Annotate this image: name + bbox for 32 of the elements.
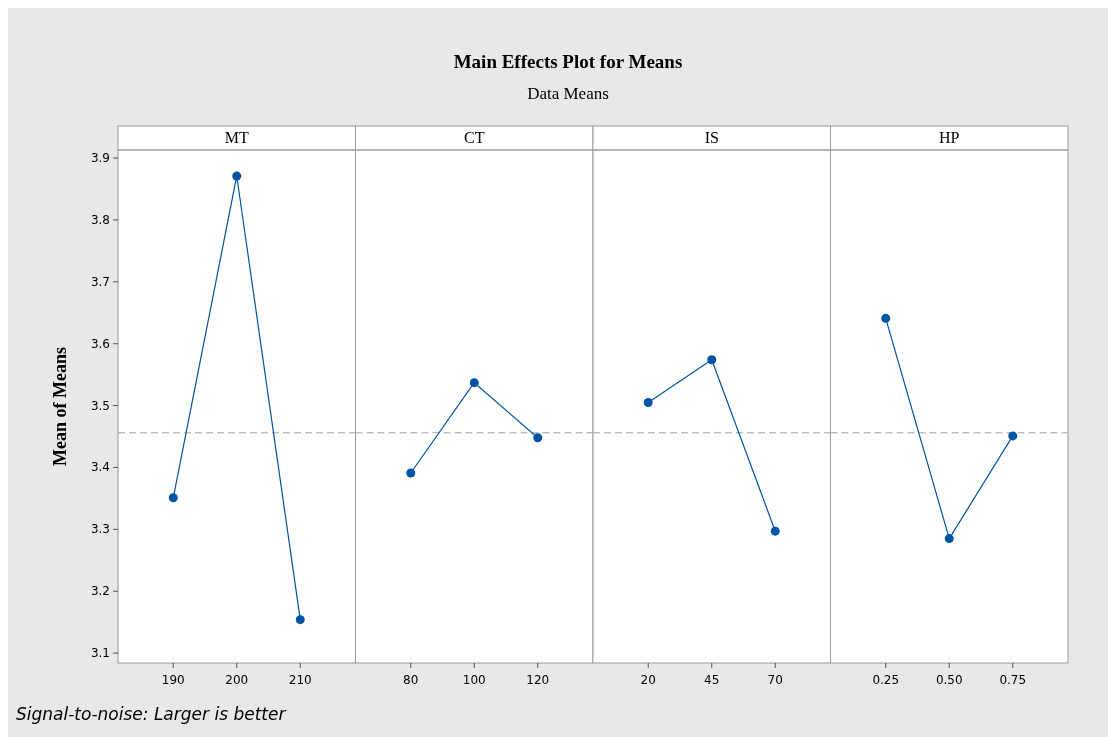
y-tick-label: 3.8 bbox=[90, 212, 110, 227]
y-tick-label: 3.6 bbox=[90, 336, 110, 351]
y-tick-label: 3.2 bbox=[90, 584, 110, 599]
y-tick-label: 3.3 bbox=[90, 522, 110, 537]
text: Signal-to-noise: Larger is better bbox=[16, 704, 287, 724]
text: Main Effects Plot for Means bbox=[453, 51, 683, 72]
x-tick-label: 190 bbox=[161, 673, 185, 687]
y-tick-label: 3.5 bbox=[90, 398, 110, 413]
x-tick-label: 0.50 bbox=[935, 673, 963, 687]
chart-title: CT bbox=[464, 129, 485, 146]
x-tick-label: 210 bbox=[288, 673, 312, 687]
x-tick-label: 100 bbox=[462, 673, 486, 687]
chart-title: HP bbox=[939, 129, 960, 146]
point bbox=[295, 615, 305, 625]
x-tick-label: 20 bbox=[640, 673, 656, 687]
x-tick-label: 0.25 bbox=[872, 673, 900, 687]
y-tick-label: 3.1 bbox=[90, 646, 110, 661]
y-tick-label: 3.9 bbox=[90, 151, 110, 166]
x-tick-label: 70 bbox=[767, 673, 783, 687]
x-tick-label: 200 bbox=[225, 673, 249, 687]
y-tick-label: 3.7 bbox=[90, 274, 110, 289]
text: Data Means bbox=[527, 84, 609, 103]
x-tick-label: 0.75 bbox=[999, 673, 1027, 687]
x-tick-label: 45 bbox=[704, 673, 720, 687]
y-tick-label: 3.4 bbox=[90, 460, 110, 475]
y-axis-title: Mean of Means bbox=[50, 347, 70, 466]
x-tick-label: 80 bbox=[403, 673, 419, 687]
x-tick-label: 120 bbox=[526, 673, 550, 687]
chart-title: IS bbox=[704, 129, 719, 146]
point bbox=[232, 171, 242, 181]
point bbox=[168, 493, 178, 503]
chart-title: MT bbox=[224, 129, 249, 146]
